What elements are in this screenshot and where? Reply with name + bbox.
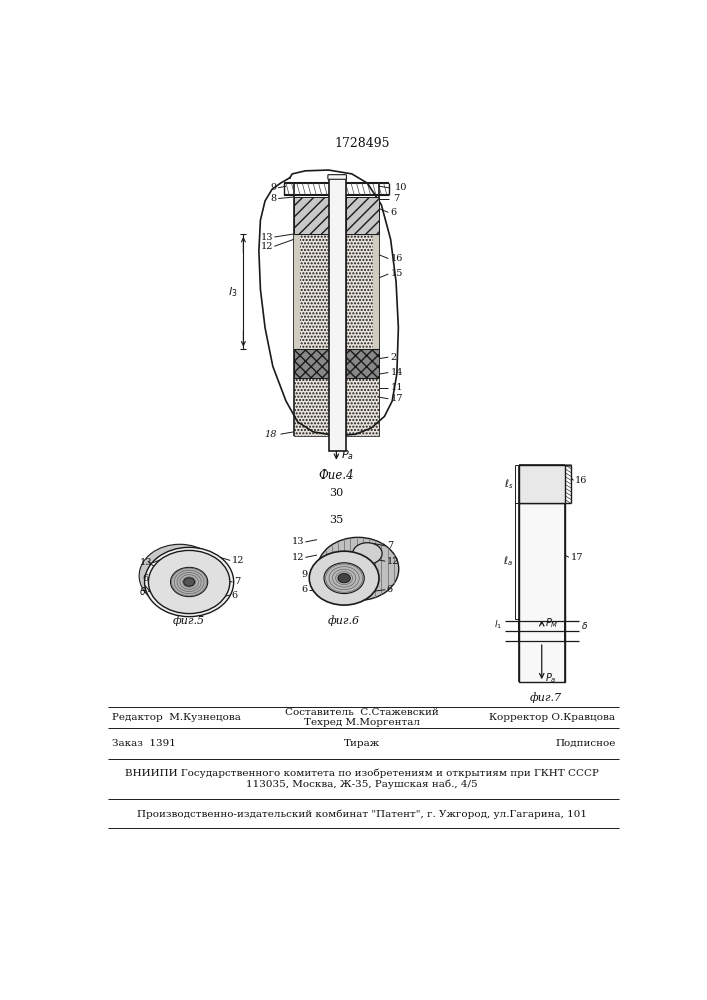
Bar <box>346 378 379 436</box>
Text: 13: 13 <box>139 558 152 567</box>
Text: 1728495: 1728495 <box>334 137 390 150</box>
Text: Редактор  М.Кузнецова: Редактор М.Кузнецова <box>112 713 240 722</box>
Text: 6: 6 <box>387 585 393 594</box>
Text: 113035, Москва, Ж-35, Раушская наб., 4/5: 113035, Москва, Ж-35, Раушская наб., 4/5 <box>246 780 478 789</box>
Text: 7: 7 <box>234 578 240 586</box>
Text: 12: 12 <box>387 557 399 566</box>
Text: 17: 17 <box>571 553 583 562</box>
Text: $P_M$: $P_M$ <box>545 616 559 630</box>
Text: 8: 8 <box>271 194 276 203</box>
Bar <box>346 349 379 378</box>
Text: $\ell_a$: $\ell_a$ <box>503 554 513 568</box>
Text: Корректор О.Кравцова: Корректор О.Кравцова <box>489 713 615 722</box>
Ellipse shape <box>139 544 221 607</box>
Text: Производственно-издательский комбинат "Патент", г. Ужгород, ул.Гагарина, 101: Производственно-издательский комбинат "П… <box>137 809 587 819</box>
Bar <box>293 197 329 234</box>
Ellipse shape <box>170 567 208 597</box>
Bar <box>293 349 329 378</box>
Text: Заказ  1391: Заказ 1391 <box>112 739 175 748</box>
Text: 6: 6 <box>302 585 308 594</box>
Ellipse shape <box>324 563 364 594</box>
Ellipse shape <box>353 543 382 564</box>
Bar <box>518 503 565 682</box>
Bar <box>518 465 565 503</box>
Text: 7: 7 <box>393 194 399 203</box>
Text: $P_a$: $P_a$ <box>545 671 556 685</box>
Text: Техред М.Моргентал: Техред М.Моргентал <box>304 718 420 727</box>
Text: 17: 17 <box>391 394 403 403</box>
Bar <box>346 197 379 234</box>
Text: 10: 10 <box>395 183 407 192</box>
Text: Тираж: Тираж <box>344 739 380 748</box>
Text: Фие.4: Фие.4 <box>319 469 354 482</box>
Text: $\delta$: $\delta$ <box>581 620 588 631</box>
Text: 11: 11 <box>391 383 403 392</box>
Text: $\theta$: $\theta$ <box>139 585 146 597</box>
Text: 15: 15 <box>391 269 403 278</box>
Ellipse shape <box>338 574 351 583</box>
Text: ВНИИПИ Государственного комитета по изобретениям и открытиям при ГКНТ СССР: ВНИИПИ Государственного комитета по изоб… <box>125 769 599 778</box>
Bar <box>293 234 300 349</box>
Bar <box>346 234 379 349</box>
Text: 14: 14 <box>391 368 403 377</box>
Ellipse shape <box>309 551 379 605</box>
Text: $P_a$: $P_a$ <box>341 448 354 462</box>
Text: 30: 30 <box>329 488 344 498</box>
Text: фиг.7: фиг.7 <box>530 692 561 703</box>
Text: 18: 18 <box>264 430 276 439</box>
Ellipse shape <box>144 547 234 617</box>
Text: 13: 13 <box>260 233 273 242</box>
Ellipse shape <box>184 578 194 586</box>
Text: 35: 35 <box>329 515 344 525</box>
Text: $\ell_s$: $\ell_s$ <box>503 477 513 491</box>
Text: 12: 12 <box>232 556 244 565</box>
Text: 6: 6 <box>143 574 149 583</box>
Ellipse shape <box>361 549 380 563</box>
Text: фиг.5: фиг.5 <box>173 615 205 626</box>
Text: $l_1$: $l_1$ <box>494 619 502 631</box>
Text: 12: 12 <box>260 242 273 251</box>
Bar <box>373 234 379 349</box>
Text: 9: 9 <box>302 570 308 579</box>
Text: Составитель  С.Стажевский: Составитель С.Стажевский <box>285 708 439 717</box>
Text: фиг.6: фиг.6 <box>328 615 360 626</box>
FancyBboxPatch shape <box>328 175 346 179</box>
Text: Подписное: Подписное <box>555 739 615 748</box>
Text: 6: 6 <box>391 208 397 217</box>
Text: 13: 13 <box>291 537 304 546</box>
Text: 6: 6 <box>232 591 238 600</box>
Text: 2: 2 <box>391 353 397 362</box>
Text: 7: 7 <box>387 541 393 550</box>
Text: 12: 12 <box>291 553 304 562</box>
Bar <box>329 177 346 451</box>
Text: 9: 9 <box>271 183 276 192</box>
Bar <box>293 378 329 436</box>
Text: 16: 16 <box>575 476 588 485</box>
Ellipse shape <box>317 537 399 600</box>
Ellipse shape <box>148 550 230 614</box>
Text: 16: 16 <box>391 254 403 263</box>
Bar <box>293 234 329 349</box>
Text: $l_3$: $l_3$ <box>228 285 237 299</box>
